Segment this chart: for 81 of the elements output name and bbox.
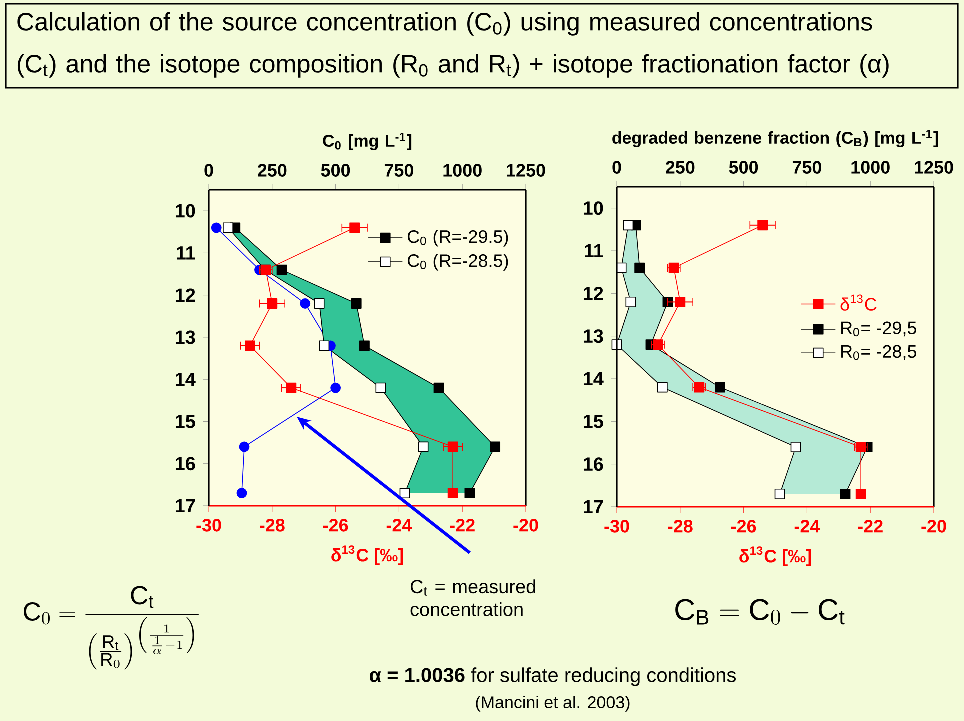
x-axis-title: δ$^{13}$C [‰] <box>740 546 812 566</box>
point <box>300 298 311 309</box>
y-tick-label: 17 <box>176 499 196 513</box>
x2-tick-label: 500 <box>321 164 350 177</box>
y-tick-label: 17 <box>584 500 604 514</box>
point <box>319 340 330 352</box>
y-tick-label: 16 <box>176 457 196 471</box>
x2-tick-label: 0 <box>204 164 214 177</box>
x-tick-label: -26 <box>731 520 756 533</box>
legend-label: C$_{0}$ (R=-29.5) <box>408 230 508 247</box>
y-tick-label: 15 <box>176 415 196 428</box>
legend-label: R$_{0}$= -28,5 <box>842 345 916 360</box>
x-tick-label: -22 <box>450 519 475 532</box>
point <box>626 296 636 308</box>
point <box>715 382 726 393</box>
point <box>223 222 234 234</box>
point <box>276 264 288 276</box>
x2-tick-label: 1250 <box>507 164 546 177</box>
point <box>774 489 786 500</box>
x-tick-label: -28 <box>260 519 285 532</box>
x2-axis-title: C$_{0}$ [mg L$^{-1}$] <box>323 133 412 150</box>
x-tick-label: -28 <box>668 520 693 533</box>
point <box>239 442 250 452</box>
point <box>418 442 429 452</box>
x2-axis-title: degraded benzene fraction (C$_{B}$) [mg L$^{-1}$] <box>612 130 938 148</box>
point <box>434 382 444 394</box>
x2-tick-label: 250 <box>258 164 287 177</box>
x-axis-title: δ$^{13}$C [‰] <box>332 546 404 566</box>
legend-label: R$_{0}$= -29,5 <box>842 322 916 337</box>
text: (Mancini et al. 2003) <box>476 696 630 712</box>
point <box>790 442 802 452</box>
point <box>376 382 386 394</box>
x-tick-label: -24 <box>794 520 820 533</box>
x-tick-label: -22 <box>858 520 883 533</box>
y-tick-label: 12 <box>176 288 196 302</box>
text: α = 1.0036 for sulfate reducing conditions <box>370 668 736 686</box>
text: $\mathrm{C}_{0}=\frac{\mathrm{C}_{\mathrm{t}}}{\left(\frac{\mathrm{R}_{\mathrm{t}}}{\mathrm{R}_{0}}\right)^{\left(\frac{1}{\frac{1}{\alpha}-1}\right)}}$ <box>24 586 199 670</box>
x-tick-label: -26 <box>323 519 348 532</box>
point <box>657 382 668 393</box>
x-tick-label: -30 <box>196 519 222 532</box>
y-tick-label: 16 <box>584 458 604 472</box>
y-tick-label: 13 <box>584 330 604 344</box>
x-tick-label: -30 <box>604 520 630 533</box>
x2-tick-label: 250 <box>666 161 695 174</box>
point <box>662 296 674 308</box>
x2-tick-label: 1250 <box>915 161 954 174</box>
point <box>236 488 248 499</box>
point <box>360 340 370 352</box>
legend-label: C$_{0}$ (R=-28.5) <box>408 254 508 271</box>
x2-tick-label: 750 <box>384 164 414 177</box>
x2-tick-label: 1000 <box>852 161 890 174</box>
x-tick-label: -20 <box>514 519 538 532</box>
point <box>211 222 222 234</box>
x2-tick-label: 500 <box>729 161 758 174</box>
x-tick-label: -24 <box>386 519 412 532</box>
point <box>314 298 325 309</box>
x-tick-label: -20 <box>922 520 946 533</box>
x2-tick-label: 1000 <box>444 164 482 177</box>
point <box>840 489 851 500</box>
y-tick-label: 10 <box>176 204 196 218</box>
point <box>623 220 634 231</box>
y-tick-label: 15 <box>584 415 604 428</box>
legend-label: δ$^{13}$C <box>840 294 877 311</box>
point <box>464 488 476 499</box>
point <box>351 298 362 309</box>
y-tick-label: 10 <box>584 202 604 216</box>
y-tick-label: 14 <box>584 372 604 386</box>
x2-tick-label: 0 <box>612 161 622 174</box>
y-tick-label: 11 <box>177 246 196 260</box>
point <box>634 262 646 274</box>
y-tick-label: 13 <box>176 330 196 344</box>
y-tick-label: 14 <box>176 373 196 386</box>
point <box>490 442 501 452</box>
x2-tick-label: 750 <box>792 161 822 174</box>
point <box>400 488 410 499</box>
y-tick-label: 11 <box>585 244 604 258</box>
text: C$_{t}$ = measured concentration <box>410 580 536 616</box>
point <box>330 382 342 394</box>
text: $\mathrm{C}_{\mathrm{B}}=\mathrm{C}_{0}-\mathrm{C}_{\mathrm{t}}$ <box>676 599 845 625</box>
y-tick-label: 12 <box>584 287 604 300</box>
chart-title: Calculation of the source concentration (C$_{0}$) using measured concentrations (C$_{t}$) and the isotope composition (R$_{0}$ and R$_{t}$) + isotope fractionation factor (α) <box>18 12 889 78</box>
